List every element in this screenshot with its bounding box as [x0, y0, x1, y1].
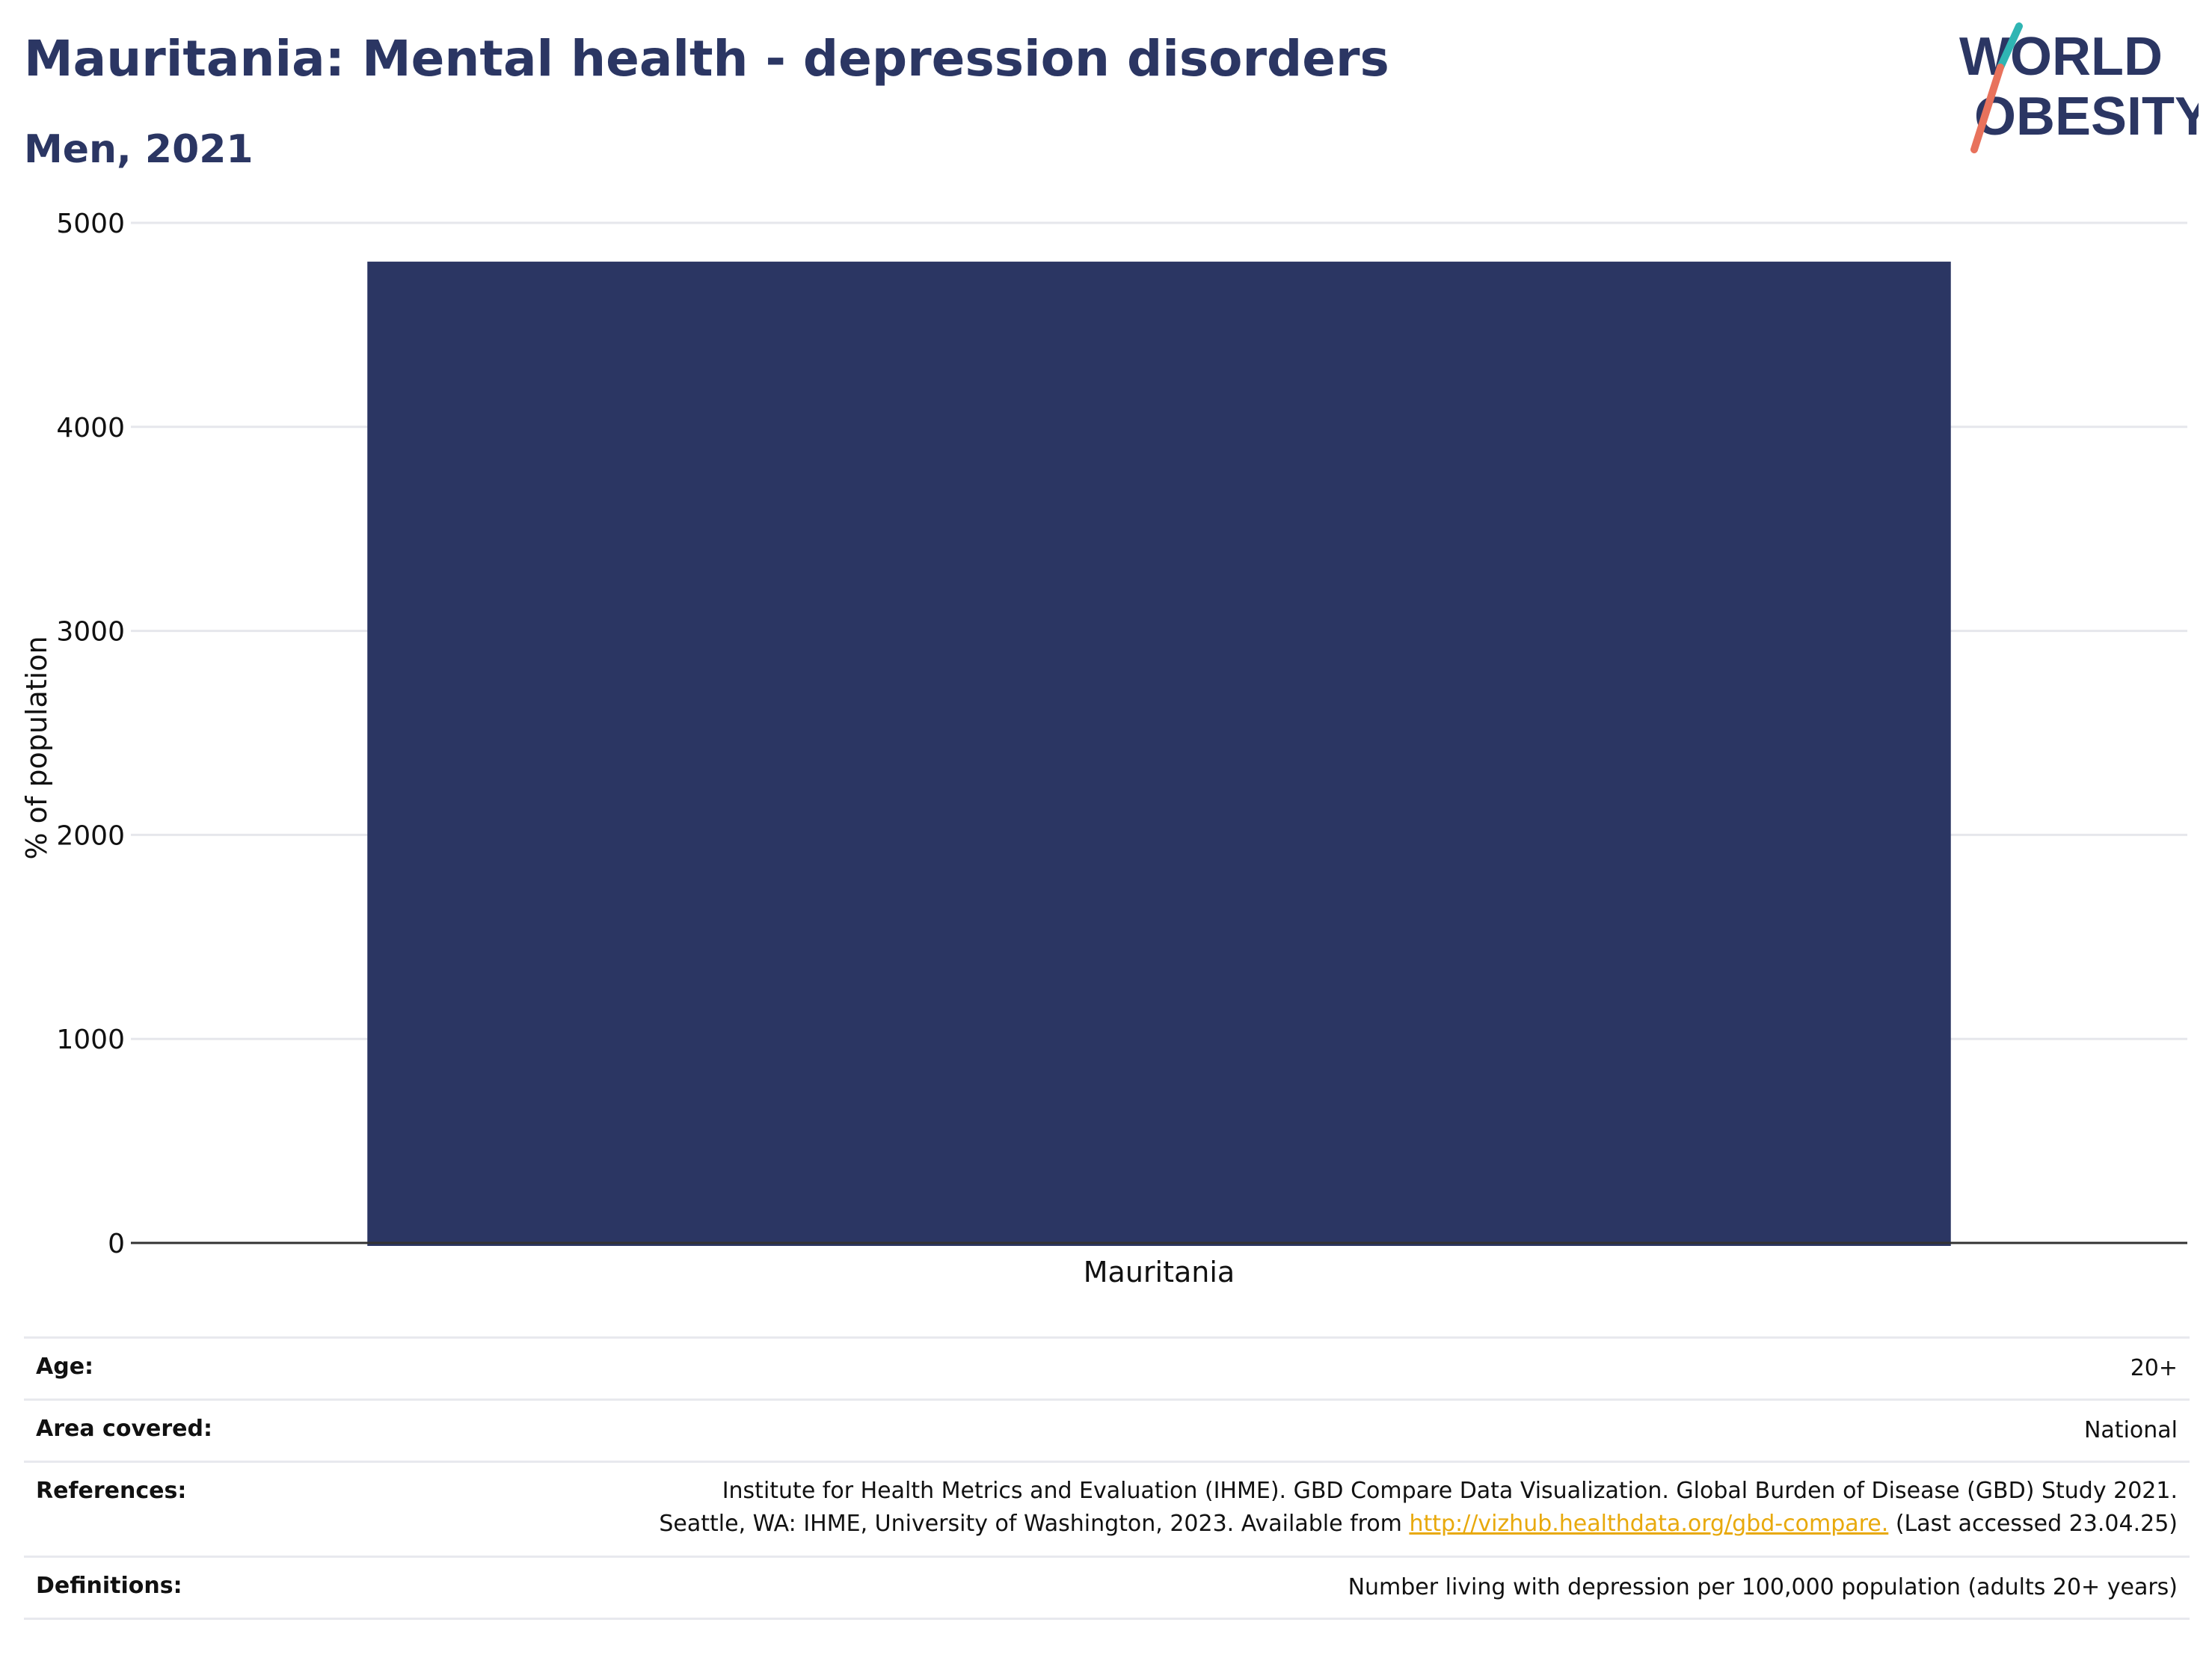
references-label: References: — [36, 1478, 187, 1504]
logo-word-bottom: OBESITY — [1974, 87, 2199, 147]
y-tick-label: 1000 — [56, 1025, 125, 1055]
references-line-1: Institute for Health Metrics and Evaluat… — [722, 1478, 2178, 1504]
y-tick-label: 0 — [108, 1229, 125, 1259]
references-suffix: (Last accessed 23.04.25) — [1888, 1511, 2178, 1537]
page-title: Mauritania: Mental health - depression d… — [24, 30, 1389, 87]
bar-chart: 0 1000 2000 3000 4000 5000 Mauritania % of po… — [20, 209, 2187, 1289]
definitions-value: Number living with depression per 100,00… — [1348, 1574, 2178, 1600]
info-row-definitions: Definitions: Number living with depressi… — [24, 1556, 2190, 1620]
bar — [367, 261, 1951, 1246]
info-row-references: References: Institute for Health Metrics… — [24, 1461, 2190, 1556]
y-tick-label: 2000 — [56, 820, 125, 851]
world-obesity-logo: WORLD OBESITY — [1959, 22, 2199, 153]
area-label: Area covered: — [36, 1416, 212, 1442]
y-axis-label: % of population — [20, 636, 53, 859]
y-tick-label: 3000 — [56, 617, 125, 648]
area-value: National — [2083, 1417, 2178, 1443]
y-tick-label: 5000 — [56, 209, 125, 239]
logo-word-top: WORLD — [1959, 27, 2163, 87]
references-prefix: Seattle, WA: IHME, University of Washing… — [659, 1511, 1410, 1537]
age-value: 20+ — [2130, 1355, 2178, 1381]
references-line-2: Seattle, WA: IHME, University of Washing… — [24, 1508, 2190, 1541]
bars — [367, 261, 1951, 1246]
y-tick-labels: 0 1000 2000 3000 4000 5000 — [56, 209, 125, 1259]
x-tick-labels: Mauritania — [1084, 1256, 1235, 1289]
references-link[interactable]: http://vizhub.healthdata.org/gbd-compare… — [1409, 1511, 1889, 1537]
info-row-area: Area covered: National — [24, 1398, 2190, 1461]
info-row-age: Age: 20+ — [24, 1336, 2190, 1398]
info-table: Age: 20+ Area covered: National Referenc… — [24, 1336, 2190, 1620]
x-tick-label: Mauritania — [1084, 1256, 1235, 1289]
page-subtitle: Men, 2021 — [24, 127, 254, 172]
age-label: Age: — [36, 1354, 94, 1380]
definitions-label: Definitions: — [36, 1573, 182, 1599]
y-tick-label: 4000 — [56, 413, 125, 443]
